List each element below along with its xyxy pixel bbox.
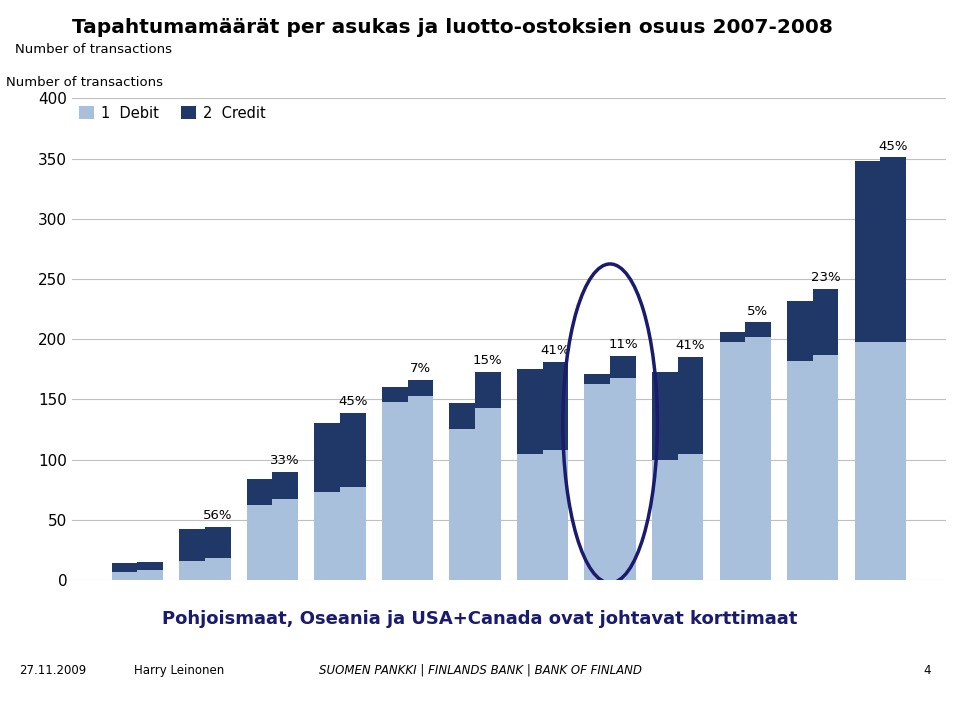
Bar [745,337,771,580]
Bar [745,323,771,337]
Text: 23%: 23% [810,271,840,284]
Bar [585,374,611,384]
Bar [180,561,204,580]
Bar [449,403,475,430]
Text: 45%: 45% [878,140,908,153]
Text: 4: 4 [924,664,931,676]
Bar [314,423,340,492]
Bar [585,384,611,580]
Bar [204,558,230,580]
Bar [652,460,678,580]
Bar [407,380,433,396]
Bar [382,387,407,402]
Bar [407,396,433,580]
Bar [314,492,340,580]
Legend: 1  Debit, 2  Credit: 1 Debit, 2 Credit [80,105,266,121]
Text: SUOMEN PANKKI | FINLANDS BANK | BANK OF FINLAND: SUOMEN PANKKI | FINLANDS BANK | BANK OF … [319,664,641,676]
Text: 7%: 7% [410,362,431,375]
Bar [854,161,880,342]
Bar [813,289,838,355]
Bar [137,562,163,570]
Bar [475,408,501,580]
Bar [247,505,273,580]
Bar [204,527,230,558]
Text: 41%: 41% [540,344,570,357]
Text: 5%: 5% [748,304,769,318]
Bar [787,301,813,361]
Bar [247,479,273,505]
Bar [880,157,906,342]
Bar [880,342,906,580]
Bar [516,369,542,453]
Bar [273,472,299,499]
Bar [111,572,137,580]
Bar [678,357,704,453]
Text: 45%: 45% [338,395,368,408]
Bar [542,450,568,580]
Bar [180,529,204,561]
Text: 27.11.2009: 27.11.2009 [19,664,86,676]
Bar [678,453,704,580]
Bar [813,355,838,580]
Text: Number of transactions: Number of transactions [15,43,172,56]
Text: Tapahtumamäärät per asukas ja luotto-ostoksien osuus 2007-2008: Tapahtumamäärät per asukas ja luotto-ost… [72,18,833,37]
Bar [854,342,880,580]
Bar [137,570,163,580]
Bar [273,499,299,580]
Bar [719,332,745,342]
Bar [516,453,542,580]
Bar [611,356,636,378]
Text: 11%: 11% [608,338,637,352]
Bar [787,361,813,580]
Bar [652,372,678,460]
Bar [382,402,407,580]
Bar [542,362,568,450]
Text: Pohjoismaat, Oseania ja USA+Canada ovat johtavat korttimaat: Pohjoismaat, Oseania ja USA+Canada ovat … [162,610,798,628]
Bar [719,342,745,580]
Text: 56%: 56% [203,509,232,522]
Bar [449,430,475,580]
Text: Harry Leinonen: Harry Leinonen [134,664,225,676]
Bar [340,413,366,487]
Bar [611,378,636,580]
Bar [340,487,366,580]
Text: 33%: 33% [271,454,300,467]
Text: 15%: 15% [473,354,503,367]
Bar [111,563,137,572]
Text: 41%: 41% [676,340,706,352]
Text: Number of transactions: Number of transactions [7,76,163,89]
Bar [475,372,501,408]
